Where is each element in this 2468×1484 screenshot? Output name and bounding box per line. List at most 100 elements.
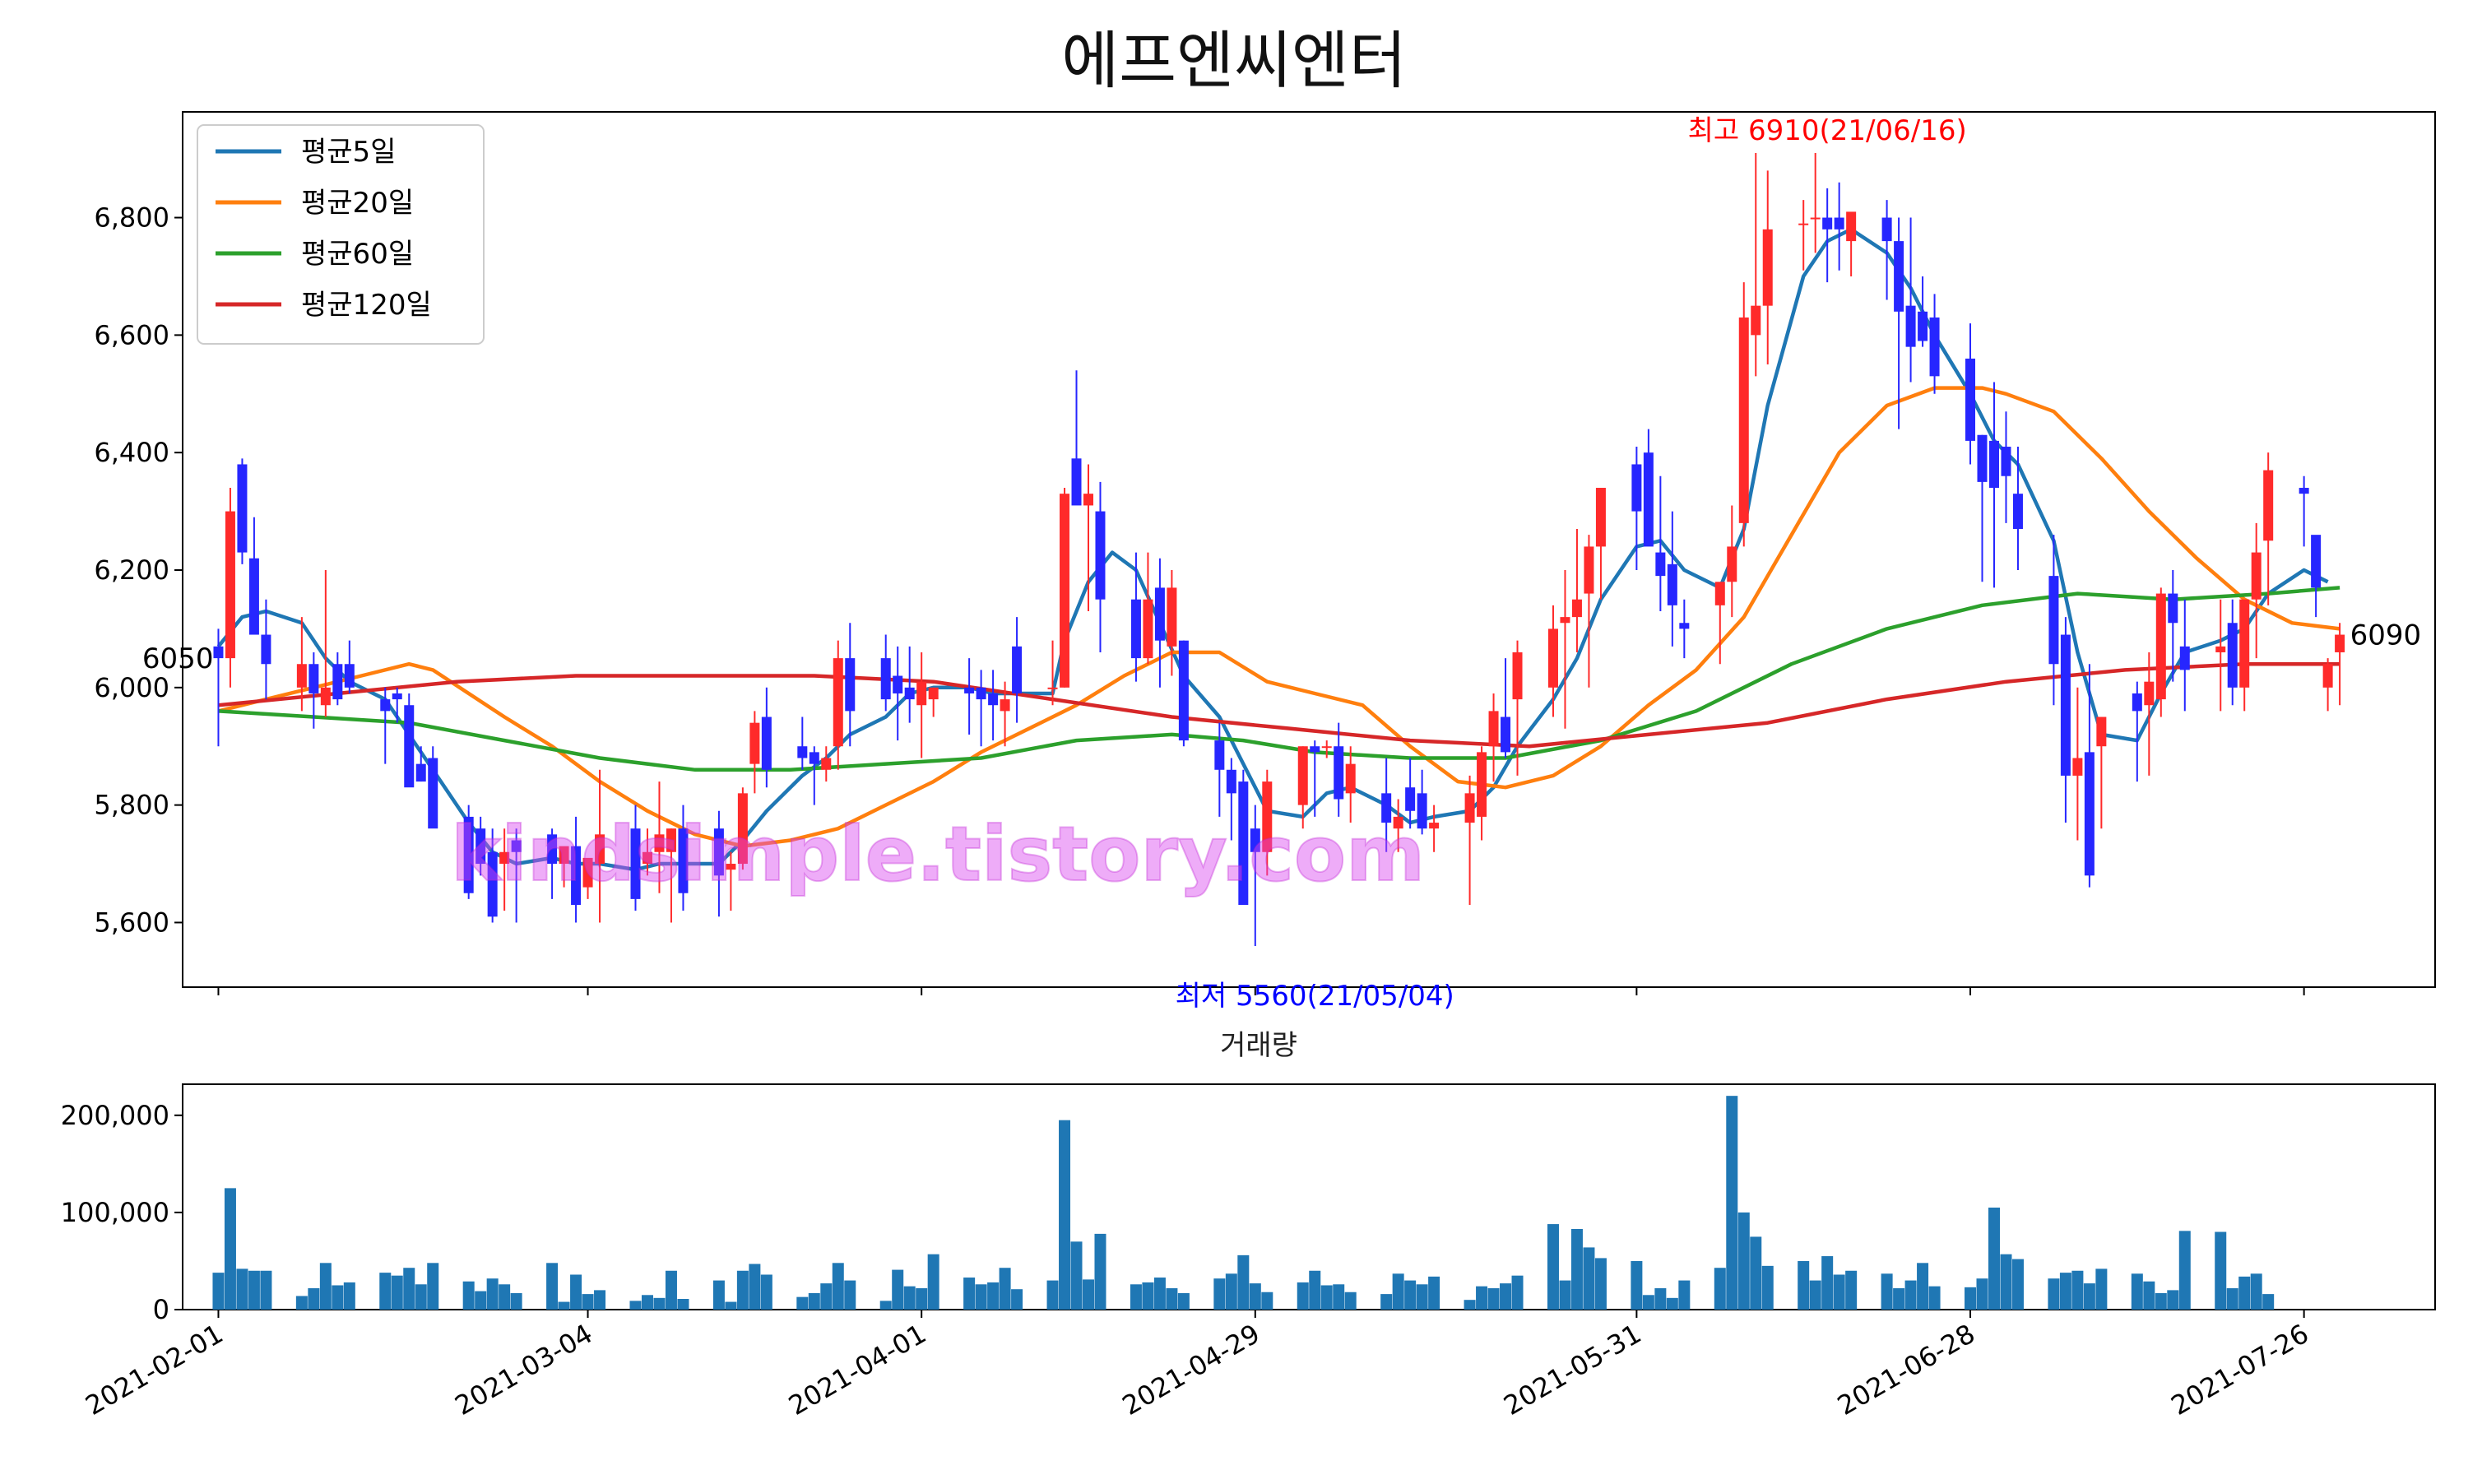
candle-body xyxy=(893,675,903,693)
candle xyxy=(2132,681,2142,782)
volume-bar xyxy=(1928,1286,1941,1310)
volume-bar xyxy=(308,1288,320,1310)
candle xyxy=(1167,569,1177,676)
volume-bar xyxy=(903,1286,916,1310)
candle-body xyxy=(761,716,772,770)
candle xyxy=(1571,529,1582,652)
candle xyxy=(1143,552,1153,665)
candle-body xyxy=(1571,599,1582,618)
volume-bar xyxy=(2167,1290,2179,1310)
candle-body xyxy=(1238,781,1249,906)
candle-body xyxy=(344,664,355,688)
candle xyxy=(1345,746,1356,823)
candle xyxy=(1810,152,1821,253)
candle-body xyxy=(296,664,307,688)
candle xyxy=(499,828,510,911)
candle xyxy=(821,746,832,782)
candle xyxy=(1727,505,1737,618)
candle xyxy=(2168,569,2178,682)
volume-y-tick-label: 100,000 xyxy=(61,1197,169,1228)
volume-bar xyxy=(725,1301,737,1310)
chart-annotation: 6050 xyxy=(142,642,214,675)
volume-bar xyxy=(1965,1287,1977,1310)
volume-bar xyxy=(1666,1297,1678,1310)
candle-body xyxy=(1000,699,1010,712)
candle xyxy=(213,628,224,747)
candle-body xyxy=(2155,593,2166,700)
volume-bar xyxy=(332,1285,344,1310)
price-y-tick-label: 6,000 xyxy=(94,672,169,703)
volume-bar xyxy=(1750,1236,1762,1310)
candle-body xyxy=(1881,217,1892,242)
candle xyxy=(2012,447,2023,570)
candle xyxy=(1894,217,1904,429)
candle xyxy=(1584,535,1594,688)
candle xyxy=(797,716,808,770)
candle xyxy=(1417,769,1427,835)
candle-body xyxy=(261,634,271,665)
candle xyxy=(988,670,999,741)
candle xyxy=(1381,758,1392,852)
candle-body xyxy=(2335,634,2345,652)
volume-bar xyxy=(2083,1283,2095,1310)
candle xyxy=(1965,323,1976,465)
candle xyxy=(1798,200,1809,271)
candle xyxy=(1988,382,1999,588)
volume-bar xyxy=(1297,1282,1309,1310)
candle-body xyxy=(1631,464,1642,512)
volume-bar xyxy=(486,1278,499,1310)
candle-body xyxy=(1560,617,1570,624)
candle-body xyxy=(1310,746,1320,753)
candle xyxy=(1547,605,1558,717)
candle xyxy=(1083,464,1093,611)
candle-body xyxy=(1810,217,1821,220)
candle-body xyxy=(737,793,748,865)
candle-body xyxy=(2227,623,2238,688)
price-y-tick-label: 5,600 xyxy=(94,907,169,938)
volume-bar xyxy=(1559,1280,1571,1310)
candle xyxy=(916,652,927,758)
volume-bar xyxy=(844,1280,856,1310)
candle-body xyxy=(2084,752,2095,876)
candle xyxy=(1250,805,1260,947)
volume-bar xyxy=(343,1282,355,1310)
candle-body xyxy=(726,864,736,870)
candle xyxy=(1501,658,1511,758)
volume-bar xyxy=(558,1301,570,1310)
candle xyxy=(2144,652,2155,776)
candle xyxy=(1512,640,1523,776)
candle-body xyxy=(976,687,986,700)
candle-body xyxy=(1679,623,1690,629)
candle xyxy=(392,687,402,723)
candle xyxy=(559,846,569,888)
volume-bar xyxy=(2178,1231,2191,1310)
volume-bar xyxy=(594,1290,606,1310)
volume-bar xyxy=(1976,1278,1988,1310)
series-line-평균120일 xyxy=(218,661,2340,749)
volume-bar xyxy=(1130,1284,1142,1310)
volume-bar xyxy=(1798,1260,1810,1310)
volume-bar xyxy=(665,1270,677,1310)
candle xyxy=(1655,475,1666,611)
volume-bar xyxy=(1654,1288,1667,1310)
candle-body xyxy=(1214,740,1225,770)
volume-bar xyxy=(1833,1274,1845,1310)
volume-bar xyxy=(736,1270,749,1310)
candle xyxy=(1000,681,1010,747)
candle-body xyxy=(1178,640,1189,741)
volume-bar xyxy=(1547,1224,1559,1310)
candle xyxy=(1714,582,1725,665)
candle xyxy=(571,816,582,923)
candle-body xyxy=(463,816,474,893)
candle xyxy=(308,652,319,729)
volume-bar xyxy=(1678,1280,1691,1310)
candle-body xyxy=(582,857,593,888)
volume-bar xyxy=(2059,1273,2071,1310)
candle xyxy=(582,857,593,899)
candle-body xyxy=(1727,546,1737,582)
candle-body xyxy=(1321,746,1332,749)
candle-body xyxy=(1429,823,1440,829)
candle-body xyxy=(1381,793,1392,823)
candle-body xyxy=(2179,646,2190,670)
candle xyxy=(2001,411,2011,523)
